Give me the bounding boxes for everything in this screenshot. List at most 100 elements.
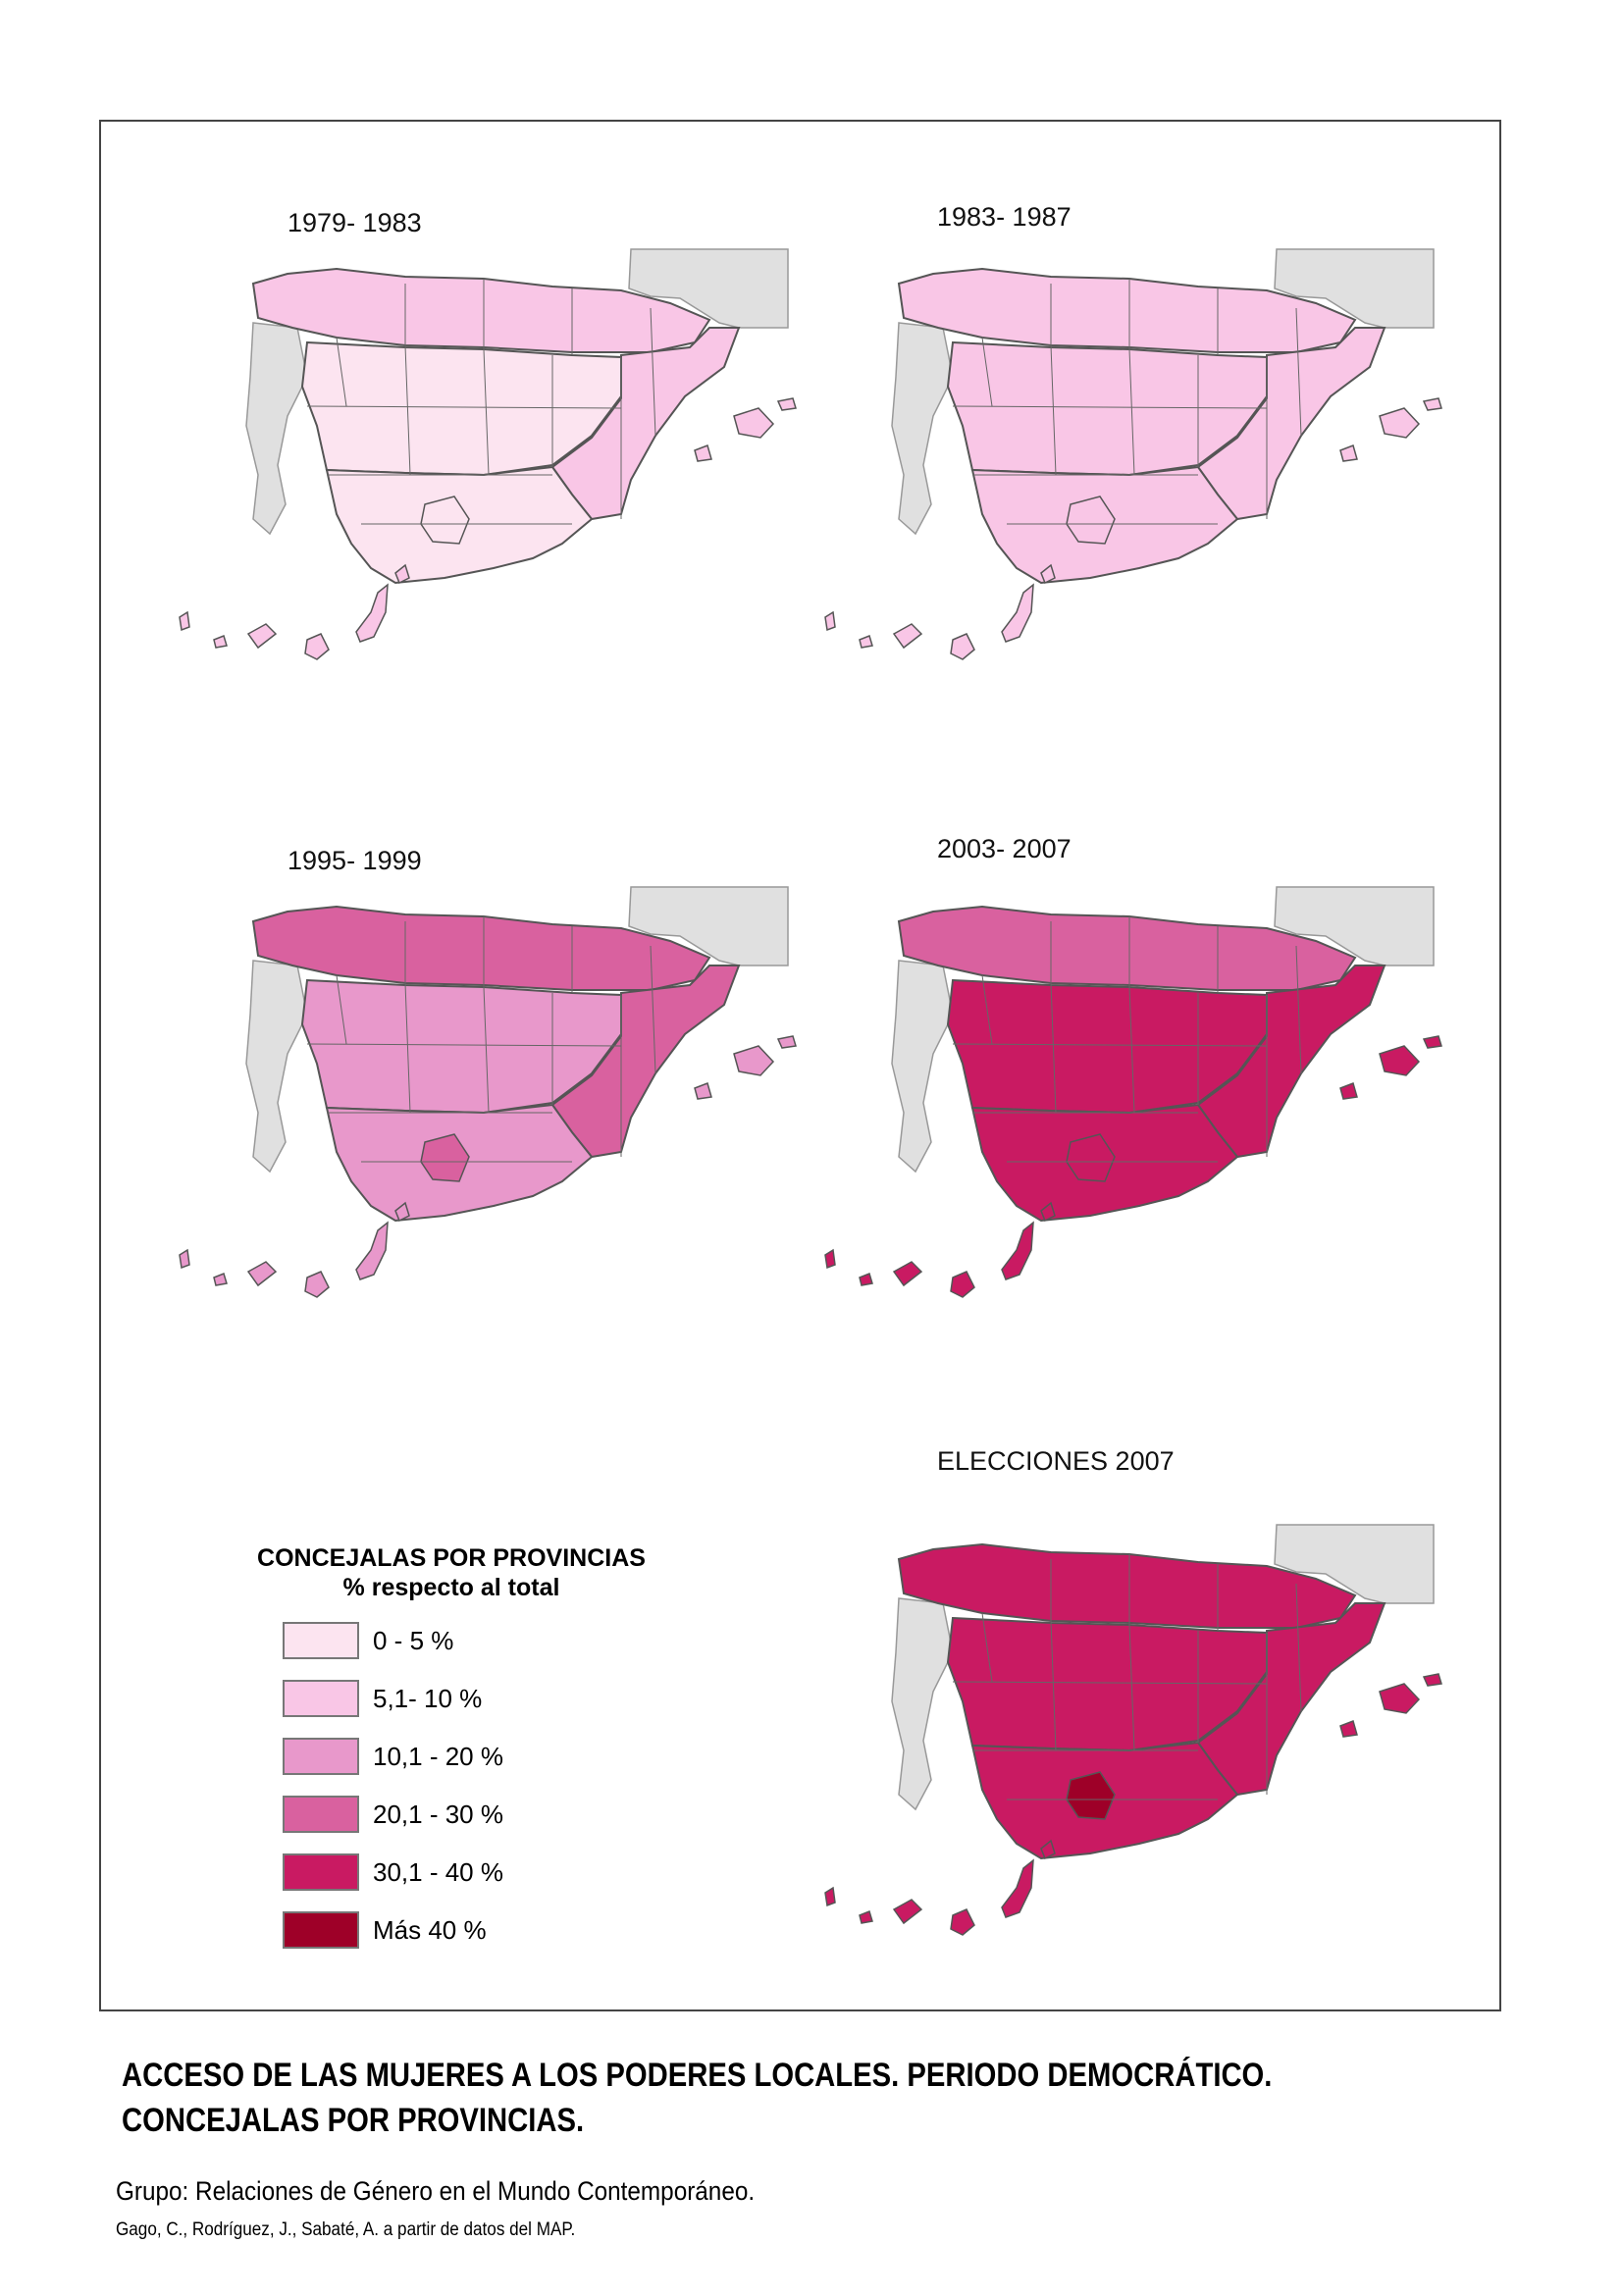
legend-swatch — [283, 1796, 359, 1833]
balearic-menorca — [1422, 1673, 1442, 1687]
canary-island — [355, 583, 389, 643]
balearic-mallorca — [1379, 1683, 1421, 1714]
portugal-region — [245, 960, 308, 1174]
province-borders — [952, 1554, 1302, 1800]
balearic-ibiza — [694, 1082, 712, 1100]
map-1983-1987: 1983- 1987 — [806, 181, 1453, 769]
canary-island — [179, 1248, 190, 1270]
map-label: 2003- 2007 — [937, 834, 1072, 863]
legend-swatch — [283, 1853, 359, 1891]
canary-island — [824, 1248, 836, 1270]
canary-island — [213, 634, 228, 649]
portugal-region — [891, 1597, 954, 1811]
balearic-mallorca — [733, 407, 775, 439]
region-north — [251, 905, 711, 991]
canary-island — [213, 1272, 228, 1286]
map-label: ELECCIONES 2007 — [937, 1446, 1175, 1476]
balearic-menorca — [776, 1035, 797, 1049]
balearic-mallorca — [1379, 1045, 1421, 1076]
legend-label: 5,1- 10 % — [373, 1684, 483, 1713]
balearic-ibiza — [1339, 1082, 1358, 1100]
canary-island — [1040, 1201, 1056, 1223]
canary-island — [859, 634, 873, 649]
spain-map — [179, 886, 797, 1298]
legend-label: 20,1 - 30 % — [373, 1800, 503, 1829]
legend-title: CONCEJALAS POR PROVINCIAS % respecto al … — [226, 1543, 677, 1602]
portugal-region — [245, 322, 308, 536]
canary-island — [246, 1261, 278, 1287]
region-center — [300, 340, 622, 477]
caption-line1: ACCESO DE LAS MUJERES A LOS PODERES LOCA… — [122, 2057, 1273, 2094]
canary-island — [1001, 1221, 1034, 1280]
legend-swatch — [283, 1622, 359, 1659]
map-1979-1983: 1979- 1983 — [160, 181, 808, 769]
canary-island — [355, 1221, 389, 1280]
map-label: 1983- 1987 — [937, 202, 1072, 232]
balearic-mallorca — [1379, 407, 1421, 439]
canary-island — [950, 1271, 975, 1298]
region-center — [946, 978, 1268, 1115]
region-north — [251, 267, 711, 353]
france-region — [628, 248, 789, 329]
legend-swatch — [283, 1911, 359, 1949]
province-borders — [952, 279, 1302, 525]
canary-island — [892, 623, 923, 650]
balearic-menorca — [1422, 397, 1442, 411]
map-frame: 1979- 1983 1983- 1987 1995- 1999 2003- 2… — [99, 120, 1501, 2011]
canary-island — [892, 1261, 923, 1287]
canary-island — [304, 1271, 330, 1298]
region-east — [1196, 1602, 1386, 1797]
canary-island — [1040, 1839, 1056, 1860]
portugal-region — [891, 960, 954, 1174]
balearic-mallorca — [733, 1045, 775, 1076]
region-east — [550, 327, 741, 521]
balearic-ibiza — [1339, 444, 1358, 462]
canary-island — [1001, 583, 1034, 643]
canary-island — [304, 633, 330, 660]
map-2003-2007: 2003- 2007 — [806, 818, 1453, 1407]
france-region — [1274, 886, 1435, 966]
legend-label: Más 40 % — [373, 1915, 487, 1945]
region-center — [946, 1616, 1268, 1752]
legend-swatch — [283, 1680, 359, 1717]
france-region — [1274, 248, 1435, 329]
region-east — [1196, 327, 1386, 521]
region-north — [897, 1542, 1357, 1629]
canary-island — [950, 1908, 975, 1936]
region-north — [897, 905, 1357, 991]
map-label: 1995- 1999 — [288, 846, 422, 875]
legend-title-line2: % respecto al total — [342, 1574, 560, 1601]
map-label: 1979- 1983 — [288, 208, 422, 237]
region-center — [946, 340, 1268, 477]
map-elecciones-2007: ELECCIONES 2007 — [806, 1446, 1453, 2045]
province-borders — [306, 279, 656, 525]
spain-map — [824, 886, 1442, 1298]
spain-map — [824, 1524, 1442, 1936]
region-east — [1196, 965, 1386, 1159]
source-group: Grupo: Relaciones de Género en el Mundo … — [116, 2176, 756, 2206]
spain-map — [824, 248, 1442, 660]
legend-label: 0 - 5 % — [373, 1626, 454, 1655]
balearic-menorca — [776, 397, 797, 411]
france-region — [628, 886, 789, 966]
portugal-region — [891, 322, 954, 536]
legend-swatch — [283, 1738, 359, 1775]
legend-label: 10,1 - 20 % — [373, 1742, 503, 1771]
canary-island — [179, 610, 190, 632]
canary-island — [1040, 563, 1056, 585]
canary-island — [824, 1886, 836, 1907]
figure-caption: ACCESO DE LAS MUJERES A LOS PODERES LOCA… — [122, 2053, 1272, 2143]
canary-island — [824, 610, 836, 632]
canary-island — [246, 623, 278, 650]
caption-line2: CONCEJALAS POR PROVINCIAS. — [122, 2102, 585, 2139]
province-borders — [952, 916, 1302, 1163]
balearic-ibiza — [1339, 1720, 1358, 1738]
legend-title-line1: CONCEJALAS POR PROVINCIAS — [257, 1544, 646, 1572]
canary-island — [394, 1201, 410, 1223]
balearic-ibiza — [694, 444, 712, 462]
region-north — [897, 267, 1357, 353]
region-center — [300, 978, 622, 1115]
spain-map — [179, 248, 797, 660]
map-1995-1999: 1995- 1999 — [160, 818, 808, 1407]
region-east — [550, 965, 741, 1159]
